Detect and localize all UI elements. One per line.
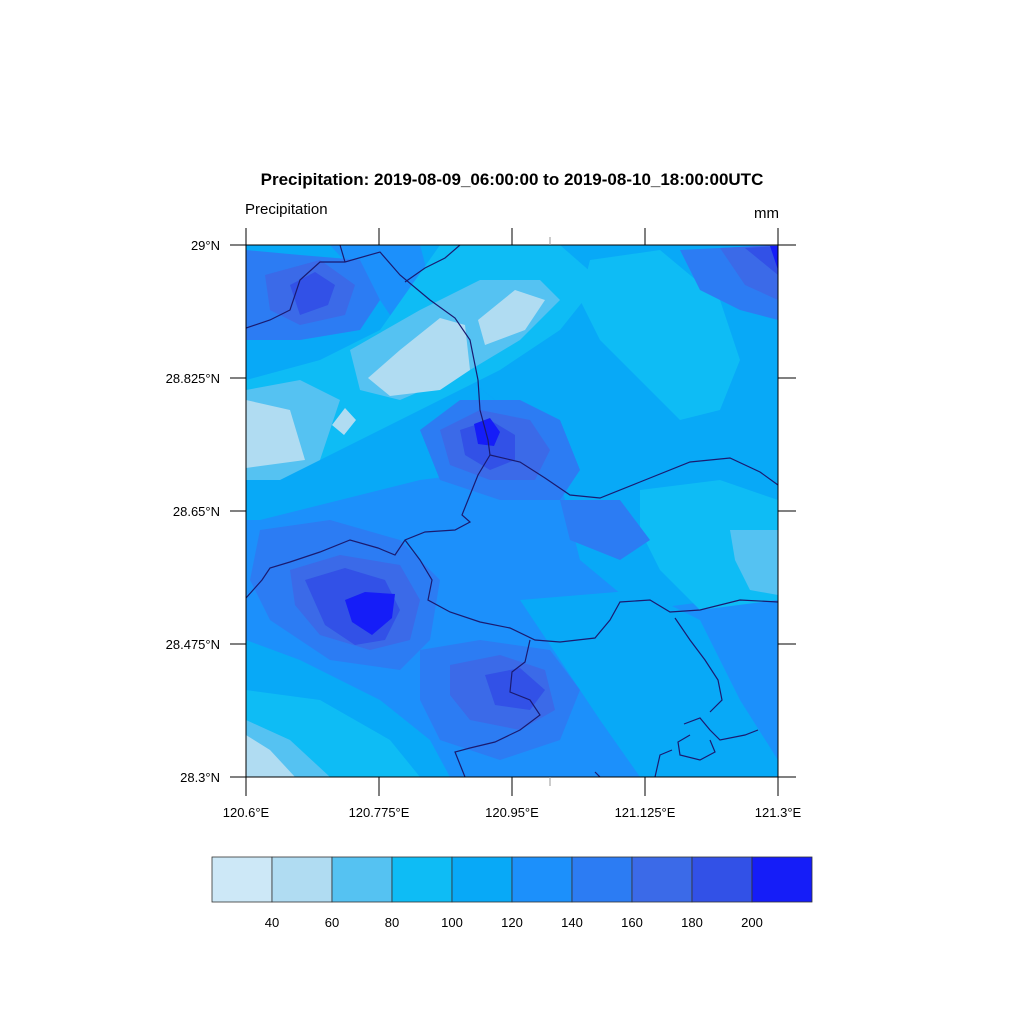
boundary-line — [454, 639, 541, 777]
boundary-line — [489, 454, 778, 499]
colorbar-level-label: 180 — [681, 915, 703, 930]
boundary-line — [246, 454, 491, 599]
lat-tick-label: 28.65°N — [173, 504, 220, 519]
admin-boundaries — [246, 245, 778, 777]
colorbar-swatch — [451, 856, 513, 903]
field-region-140 — [560, 500, 650, 560]
boundary-line — [674, 617, 723, 713]
lat-tick-label: 28.3°N — [180, 770, 220, 785]
coastline — [594, 717, 759, 777]
colorbar-level-label: 140 — [561, 915, 583, 930]
field-region-40 — [332, 408, 356, 435]
units-label: mm — [754, 205, 779, 222]
colorbar-swatch — [571, 856, 633, 903]
field-region-80 — [640, 480, 778, 610]
colorbar-level-label: 40 — [265, 915, 279, 930]
field-region-200 — [345, 592, 395, 635]
colorbar-level-label: 200 — [741, 915, 763, 930]
field-region-40 — [246, 735, 295, 777]
field-region-40 — [246, 400, 305, 468]
colorbar-swatch — [271, 856, 333, 903]
boundary-line — [339, 245, 346, 263]
precipitation-field — [246, 245, 778, 777]
colorbar-level-label: 160 — [621, 915, 643, 930]
field-region-100 — [520, 590, 778, 777]
colorbar-swatch — [391, 856, 453, 903]
field-region-200 — [474, 418, 500, 446]
colorbar-labels: 40 60 80 100 120 140 160 180 200 — [265, 915, 763, 930]
field-region-60 — [730, 530, 778, 595]
colorbar-swatch — [331, 856, 393, 903]
lat-tick-label: 29°N — [191, 238, 220, 253]
lon-tick-label: 121.3°E — [755, 805, 802, 820]
boundary-line — [404, 539, 778, 643]
lon-tick-label: 120.775°E — [349, 805, 410, 820]
colorbar-swatch — [211, 856, 273, 903]
lat-tick-label: 28.825°N — [166, 371, 220, 386]
lon-tick-label: 121.125°E — [615, 805, 676, 820]
field-region-80 — [580, 250, 740, 420]
chart-title: Precipitation: 2019-08-09_06:00:00 to 20… — [260, 170, 764, 189]
colorbar-level-label: 120 — [501, 915, 523, 930]
colorbar-level-label: 60 — [325, 915, 339, 930]
lat-tick-label: 28.475°N — [166, 637, 220, 652]
boundary-line — [404, 245, 461, 283]
variable-label: Precipitation — [245, 201, 328, 218]
lon-tick-label: 120.95°E — [485, 805, 539, 820]
colorbar-level-label: 100 — [441, 915, 463, 930]
axis-ticks — [230, 228, 796, 796]
field-region-40 — [478, 290, 545, 345]
colorbar-level-label: 80 — [385, 915, 399, 930]
colorbar — [211, 856, 813, 903]
boundary-line — [246, 251, 491, 456]
field-region-40 — [368, 318, 470, 396]
field-region-180 — [290, 272, 335, 315]
colorbar-swatch — [691, 856, 753, 903]
colorbar-swatch — [751, 856, 813, 903]
colorbar-swatch — [631, 856, 693, 903]
colorbar-swatch — [511, 856, 573, 903]
field-region-180 — [745, 246, 778, 275]
field-region-200 — [770, 246, 778, 270]
lon-tick-label: 120.6°E — [223, 805, 270, 820]
